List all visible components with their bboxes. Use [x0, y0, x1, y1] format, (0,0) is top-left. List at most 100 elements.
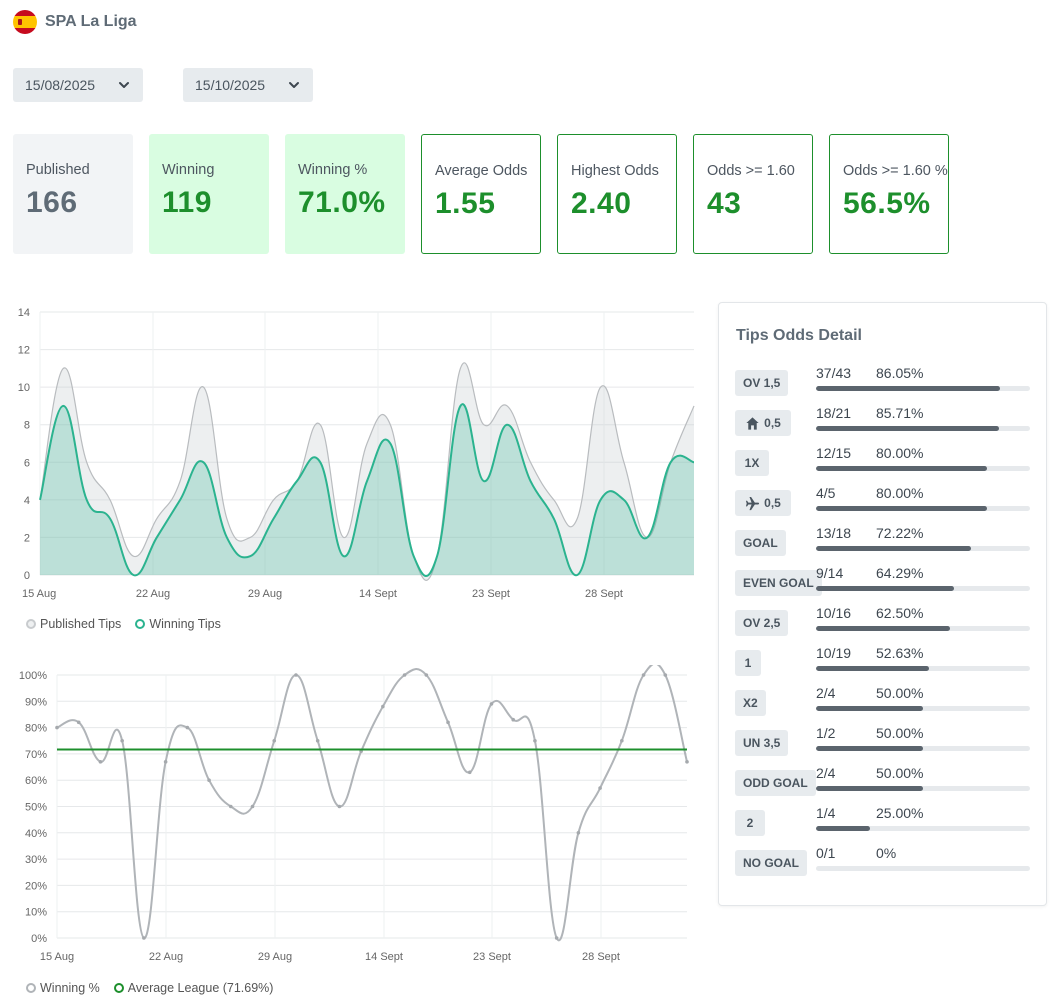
data-point [402, 673, 407, 677]
odds-type-label: X2 [743, 696, 758, 710]
progress-bar-fill [816, 626, 950, 631]
legend-label: Average League (71.69%) [127, 981, 274, 995]
progress-bar-fill [816, 666, 929, 671]
odds-type-label: ODD GOAL [743, 776, 808, 790]
odds-type-label: 1 [744, 656, 752, 670]
y-tick-label: 10 [18, 382, 30, 394]
y-tick-label: 8 [24, 420, 30, 432]
data-point [228, 804, 233, 809]
odds-percentage: 50.00% [876, 765, 924, 781]
stat-label: Winning [162, 162, 215, 178]
odds-percentage: 86.05% [876, 365, 924, 381]
data-point [55, 725, 59, 730]
stat-card-odds-160: Odds >= 1.60 43 [693, 134, 813, 254]
odds-row: OV 2,5 10/16 62.50% [735, 605, 1031, 642]
x-tick-label: 28 Sept [582, 951, 620, 963]
x-tick-label: 23 Sept [473, 951, 511, 963]
x-tick-label: 28 Sept [585, 588, 623, 600]
data-point [294, 673, 298, 677]
odds-fraction: 10/19 [816, 645, 852, 661]
odds-percentage: 25.00% [876, 805, 924, 821]
odds-type-badge: EVEN GOAL [735, 570, 822, 596]
chevron-down-icon [119, 82, 129, 88]
progress-bar-fill [816, 426, 1000, 431]
odds-type-label: EVEN GOAL [743, 576, 814, 590]
y-tick-label: 50% [25, 802, 47, 814]
stat-label: Published [26, 162, 90, 178]
legend-label: Published Tips [40, 617, 122, 631]
start-date-select[interactable]: 15/08/2025 [13, 68, 143, 102]
stat-card-odds-160-pct: Odds >= 1.60 % 56.5% [829, 134, 949, 254]
progress-bar [816, 666, 1030, 671]
legend-marker [26, 983, 36, 993]
stat-value: 43 [707, 187, 742, 220]
progress-bar-fill [816, 586, 954, 591]
odds-percentage: 62.50% [876, 605, 924, 621]
end-date-select[interactable]: 15/10/2025 [183, 68, 313, 102]
stat-value: 166 [26, 186, 78, 219]
data-point [250, 804, 255, 809]
legend-label: Winning % [40, 981, 100, 995]
odds-type-badge: ODD GOAL [735, 770, 816, 796]
data-point [554, 936, 559, 940]
data-point [98, 759, 103, 764]
odds-fraction: 37/43 [816, 365, 852, 381]
odds-type-label: OV 1,5 [743, 376, 781, 390]
odds-type-badge: NO GOAL [735, 850, 807, 876]
odds-fraction: 2/4 [816, 765, 836, 781]
legend-item-winning-pct[interactable]: Winning % [26, 981, 100, 995]
series-line [39, 362, 695, 581]
odds-row: ODD GOAL 2/4 50.00% [735, 765, 1031, 802]
data-point [446, 720, 450, 725]
odds-type-badge: X2 [735, 690, 766, 716]
legend-item-published[interactable]: Published Tips [26, 617, 121, 631]
y-tick-label: 70% [25, 749, 47, 761]
tips-chart-legend: Published Tips Winning Tips [26, 617, 221, 631]
progress-bar [816, 866, 1030, 871]
progress-bar-fill [816, 506, 988, 511]
odds-percentage: 52.63% [876, 645, 924, 661]
stat-value: 71.0% [298, 186, 386, 219]
odds-fraction: 1/2 [816, 725, 836, 741]
progress-bar [816, 506, 1030, 511]
y-tick-label: 10% [25, 907, 47, 919]
y-tick-label: 80% [25, 723, 47, 735]
spain-flag-icon [13, 10, 37, 34]
progress-bar-fill [816, 546, 971, 551]
winning-pct-line [56, 665, 688, 942]
odds-percentage: 80.00% [876, 485, 924, 501]
odds-type-label: NO GOAL [743, 856, 799, 870]
stat-value: 1.55 [435, 187, 496, 220]
progress-bar-fill [816, 826, 870, 831]
winning-pct-line-chart: 0% 10% 20% 30% 40% 50% 60% 70% 80% 90% 100% 15 Aug 2… [19, 665, 689, 963]
legend-label: Winning Tips [149, 617, 221, 631]
progress-bar [816, 786, 1030, 791]
odds-row: 0,5 18/21 85.71% [735, 405, 1031, 442]
odds-type-badge: UN 3,5 [735, 730, 789, 756]
odds-row: NO GOAL 0/1 0% [735, 845, 1031, 882]
stat-card-winning: Winning 119 [149, 134, 269, 254]
series-area [40, 404, 694, 577]
odds-fraction: 12/15 [816, 445, 852, 461]
x-tick-label: 23 Sept [472, 588, 510, 600]
odds-type-badge: 1X [735, 450, 769, 476]
stat-value: 119 [162, 186, 212, 219]
pct-chart-legend: Winning % Average League (71.69%) [26, 981, 273, 995]
odds-type-label: 0,5 [764, 496, 781, 510]
legend-item-average-league[interactable]: Average League (71.69%) [113, 981, 274, 995]
odds-row: OV 1,5 37/43 86.05% [735, 365, 1031, 402]
stat-value: 56.5% [843, 187, 931, 220]
odds-row: 2 1/4 25.00% [735, 805, 1031, 842]
progress-bar-fill [816, 706, 923, 711]
y-tick-label: 12 [18, 345, 30, 357]
y-tick-label: 2 [24, 532, 30, 544]
odds-fraction: 18/21 [816, 405, 852, 421]
progress-bar [816, 746, 1030, 751]
progress-bar [816, 826, 1030, 831]
data-point [511, 717, 516, 722]
x-tick-label: 29 Aug [258, 951, 292, 963]
odds-percentage: 50.00% [876, 685, 924, 701]
data-point [424, 673, 429, 677]
data-point [120, 738, 124, 743]
legend-item-winning[interactable]: Winning Tips [135, 617, 221, 631]
